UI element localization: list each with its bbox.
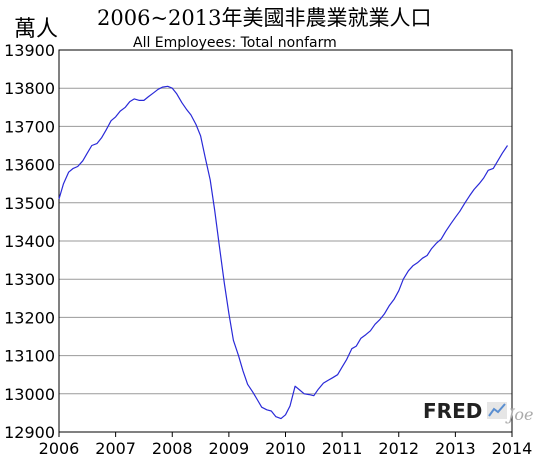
series-lines: [58, 85, 508, 420]
x-tick-label: 2008: [152, 439, 193, 458]
chart-subtitle: All Employees: Total nonfarm: [133, 35, 337, 51]
y-tick-label: 13300: [4, 270, 55, 289]
x-tick-label: 2014: [492, 439, 533, 458]
y-tick-label: 13900: [4, 41, 55, 60]
x-tick-label: 2012: [378, 439, 419, 458]
y-tick-labels: 12900 13000 13100 13200 13300 13400 13500 13600…: [4, 41, 55, 442]
chart-title: 2006~2013年美國非農業就業人口: [97, 6, 431, 30]
y-tick-label: 13600: [4, 156, 55, 175]
x-tick-label: 2006: [39, 439, 80, 458]
x-tick-label: 2009: [209, 439, 250, 458]
x-tick-label: 2007: [95, 439, 136, 458]
y-tick-label: 13200: [4, 308, 55, 327]
y-tick-label: 13800: [4, 79, 55, 98]
y-tick-label: 13700: [4, 117, 55, 136]
x-tick-label: 2010: [265, 439, 306, 458]
watermark-suffix: Joe: [505, 405, 534, 424]
fred-chart-icon: [487, 402, 507, 419]
axes: [58, 49, 513, 437]
y-tick-label: 13100: [4, 347, 55, 366]
y-tick-label: 13500: [4, 194, 55, 213]
y-tick-label: 12900: [4, 423, 55, 442]
x-tick-labels: 2006 2007 2008 2009 2010 2011 2012 2013 2014: [39, 439, 533, 458]
fred-watermark: FRED Joe: [423, 399, 534, 424]
x-tick-label: 2013: [435, 439, 476, 458]
grid-lines: [59, 87, 512, 395]
y-axis-unit-label: 萬人: [14, 17, 58, 42]
y-tick-label: 13000: [4, 385, 55, 404]
y-tick-label: 13400: [4, 232, 55, 251]
fred-logo-text: FRED: [423, 399, 482, 423]
x-tick-label: 2011: [322, 439, 363, 458]
series-line: [58, 85, 508, 420]
